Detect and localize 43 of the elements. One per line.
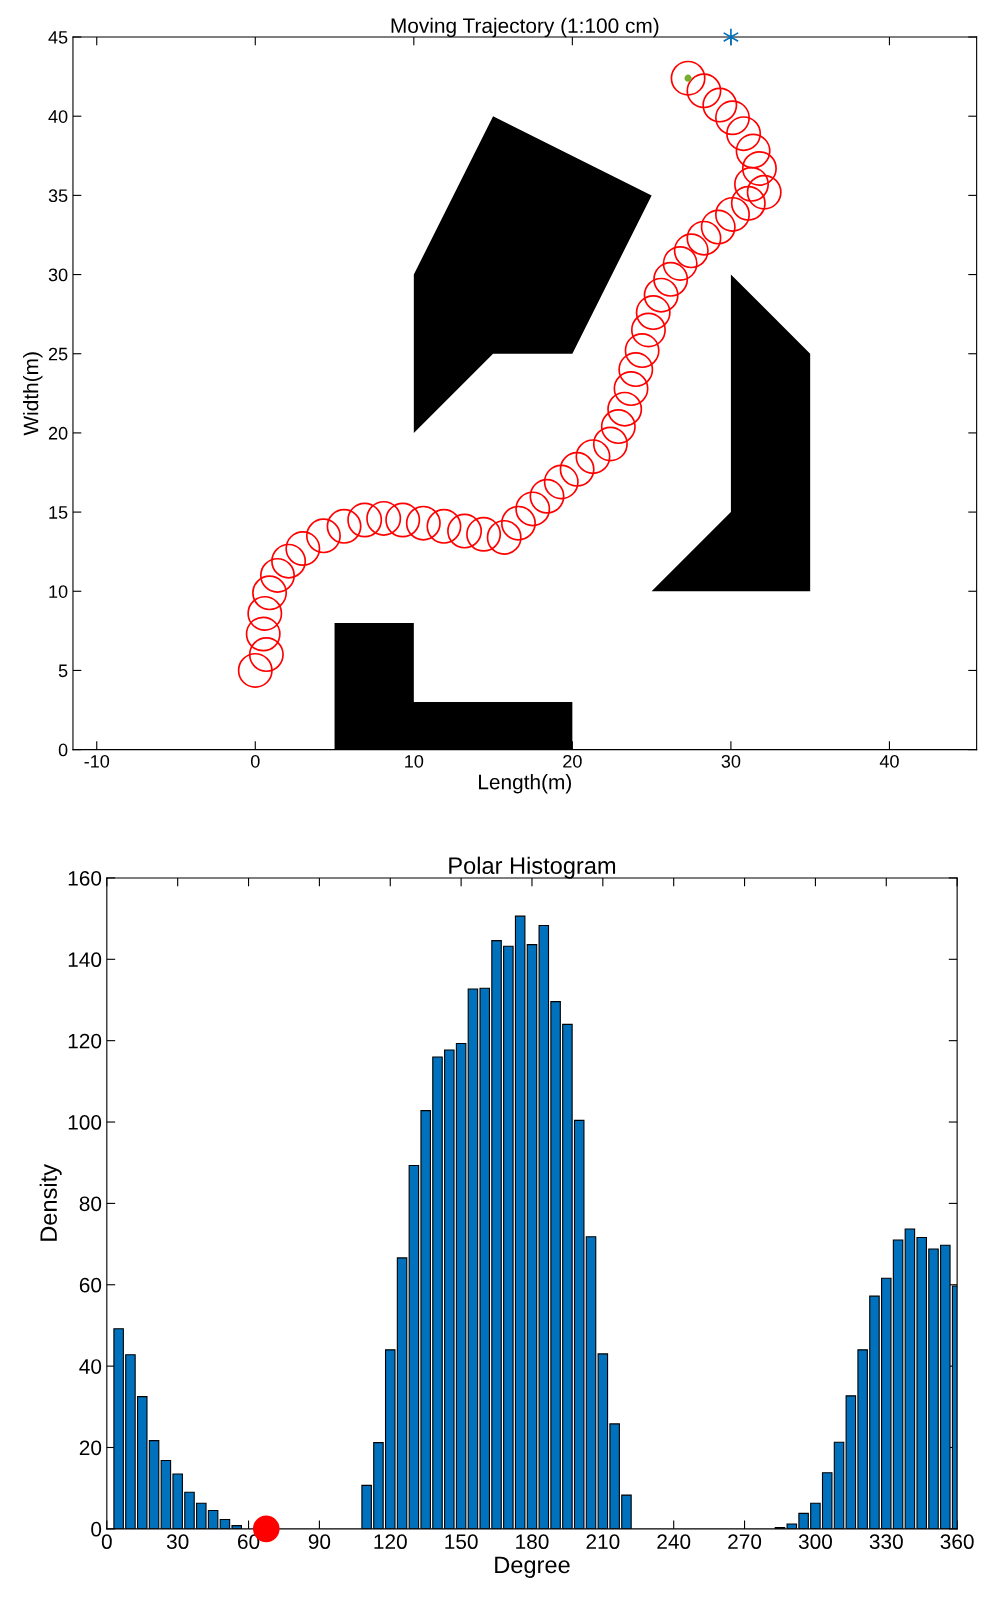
y-tick-label: 20 [48, 426, 68, 440]
x-tick-label: 150 [445, 1534, 478, 1550]
x-tick-label: 0 [250, 754, 260, 768]
x-tick-label: -10 [84, 754, 110, 768]
y-tick-label: 0 [58, 743, 68, 757]
y-tick-label: 25 [48, 347, 68, 361]
x-tick-label: 330 [869, 1534, 903, 1550]
x-tick-label: 360 [940, 1534, 974, 1550]
x-tick-label: 20 [563, 754, 582, 768]
y-tick-label: 5 [58, 664, 68, 678]
y-axis-title: Density [39, 1164, 62, 1241]
x-tick-label: 180 [516, 1534, 549, 1550]
x-tick-label: 210 [586, 1534, 620, 1550]
chart-title: Moving Trajectory (1:100 cm) [391, 17, 659, 38]
x-tick-label: 120 [374, 1534, 407, 1550]
y-axis-title: Width(m) [23, 352, 43, 436]
y-tick-label: 35 [48, 189, 68, 203]
y-tick-label: 15 [49, 506, 68, 519]
y-tick-label: 0 [91, 1521, 102, 1537]
y-tick-label: 100 [68, 1115, 102, 1130]
x-tick-label: 10 [405, 754, 424, 768]
x-tick-label: 300 [798, 1534, 832, 1550]
x-axis-title: Degree [495, 1556, 570, 1578]
y-tick-label: 10 [49, 585, 68, 598]
y-tick-label: 60 [79, 1277, 102, 1293]
x-tick-label: 240 [657, 1534, 691, 1550]
y-tick-label: 120 [68, 1033, 102, 1049]
y-tick-label: 30 [48, 268, 68, 282]
x-tick-label: 30 [721, 754, 741, 768]
x-tick-label: 30 [166, 1534, 189, 1550]
y-tick-label: 160 [68, 870, 102, 886]
x-tick-label: 40 [879, 754, 899, 768]
x-axis-title: Length(m) [479, 774, 571, 794]
x-tick-label: 270 [728, 1534, 762, 1550]
y-tick-label: 80 [79, 1196, 102, 1212]
chart-title: Polar Histogram [449, 856, 616, 879]
x-tick-label: 90 [308, 1534, 331, 1550]
y-tick-label: 45 [48, 31, 68, 44]
y-tick-label: 20 [79, 1440, 102, 1456]
y-tick-label: 40 [79, 1359, 102, 1374]
y-tick-label: 40 [48, 110, 68, 123]
x-tick-label: 0 [101, 1534, 112, 1550]
y-tick-label: 140 [68, 952, 102, 968]
